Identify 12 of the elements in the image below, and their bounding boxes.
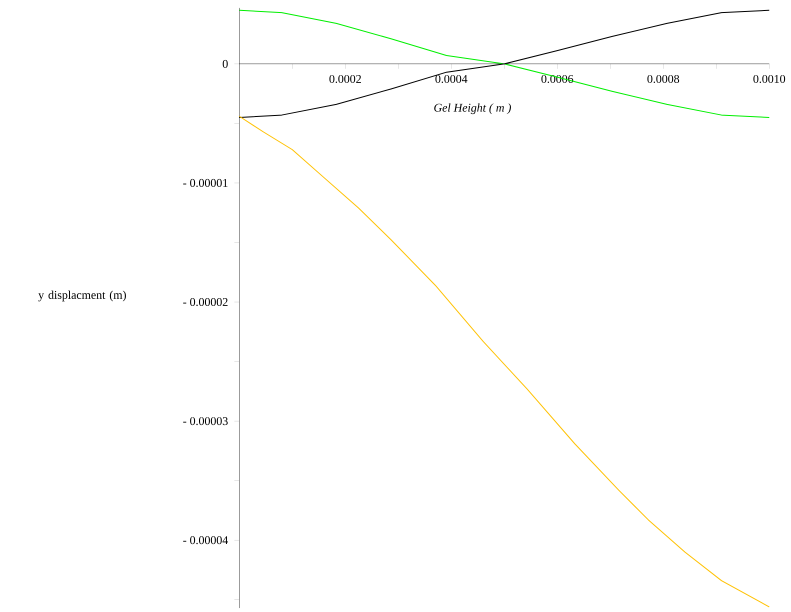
x-tick-label: 0.0008	[647, 74, 680, 83]
x-tick-label: 0.0004	[435, 74, 468, 83]
x-tick-label: 0.0010	[753, 74, 786, 83]
y-tick-label: - 0.00002	[183, 298, 228, 306]
y-axis-title: y displacment (m)	[38, 290, 126, 302]
y-tick-label: - 0.00004	[183, 536, 228, 544]
line-series	[238, 116, 770, 608]
y-tick-label: 0	[222, 60, 228, 68]
x-tick-label: 0.0002	[329, 74, 361, 83]
x-axis-title: Gel Height ( m )	[434, 103, 511, 114]
y-tick-label: - 0.00003	[183, 417, 228, 426]
y-tick-label: - 0.00001	[183, 178, 228, 187]
